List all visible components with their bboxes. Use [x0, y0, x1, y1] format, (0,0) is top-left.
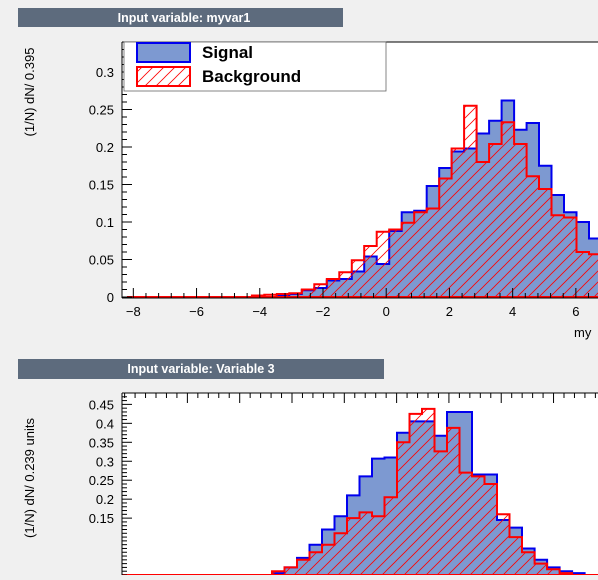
y-tick-label: 0.45: [89, 397, 114, 412]
x-tick-label: −6: [189, 304, 204, 319]
x-axis-ticks: −8 −6 −4 −2 0 2 4 6: [126, 288, 590, 319]
y-tick-label: 0.15: [89, 178, 114, 193]
legend-signal-swatch: [136, 42, 191, 63]
background-histogram: [127, 104, 598, 298]
legend-signal-label: Signal: [202, 43, 253, 62]
legend-background-label: Background: [202, 67, 301, 86]
panel-2-y-axis-label: (1/N) dN/ 0.239 units: [22, 418, 37, 538]
panel-1-plot-area: 0 0.05 0.1 0.15 0.2 0.25 0.3 −8 −6 −4 −2 0 2 4 6: [89, 49, 598, 319]
x-tick-label: 4: [509, 304, 516, 319]
x-tick-label: −4: [252, 304, 267, 319]
y-tick-label: 0.25: [89, 473, 114, 488]
y-tick-label: 0.35: [89, 435, 114, 450]
y-tick-label: 0: [107, 290, 114, 305]
panel-1-y-axis-label: (1/N) dN/ 0.395: [22, 48, 37, 137]
x-tick-label: 0: [383, 304, 390, 319]
x-tick-label: 2: [446, 304, 453, 319]
y-tick-label: 0.2: [96, 492, 114, 507]
x-tick-label: −8: [126, 304, 141, 319]
x-tick-label: 6: [572, 304, 579, 319]
y-tick-label: 0.1: [96, 215, 114, 230]
y-axis-ticks: 0.15 0.2 0.25 0.3 0.35 0.4 0.45: [89, 396, 132, 576]
legend: Signal Background: [123, 41, 387, 92]
background-histogram: [122, 407, 598, 575]
panel-2-plot-area: 0.15 0.2 0.25 0.3 0.35 0.4 0.45: [89, 393, 598, 576]
y-tick-label: 0.4: [96, 416, 114, 431]
y-tick-label: 0.2: [96, 140, 114, 155]
x-axis-ticks: [124, 393, 596, 403]
y-axis-ticks: 0 0.05 0.1 0.15 0.2 0.25 0.3: [89, 49, 132, 305]
x-tick-label: −2: [316, 304, 331, 319]
panel-2-title: Input variable: Variable 3: [127, 362, 274, 376]
y-tick-label: 0.25: [89, 103, 114, 118]
y-tick-label: 0.3: [96, 454, 114, 469]
panel-1-title: Input variable: myvar1: [118, 11, 251, 25]
panel-1-x-axis-label: my: [574, 325, 592, 340]
legend-background-swatch: [136, 66, 191, 87]
y-tick-label: 0.05: [89, 253, 114, 268]
y-tick-label: 0.3: [96, 65, 114, 80]
panel-1-title-bar: [18, 8, 343, 27]
y-tick-label: 0.15: [89, 511, 114, 526]
panel-2-title-bar: [18, 359, 384, 379]
